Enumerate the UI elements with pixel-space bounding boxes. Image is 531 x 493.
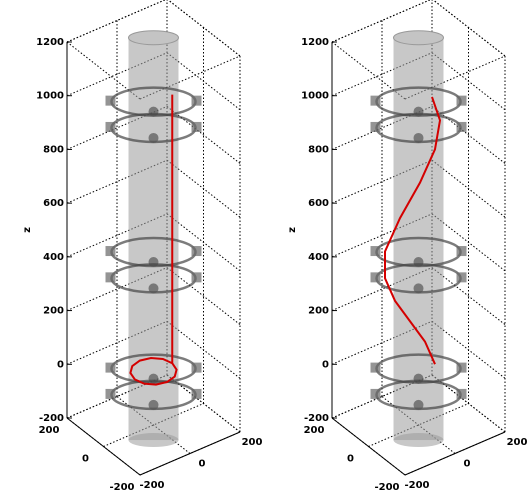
z-tick-label: 1200 <box>36 37 64 48</box>
robot-clamp <box>106 122 116 132</box>
robot-clamp <box>192 363 202 373</box>
y-tick-label: 0 <box>347 454 354 465</box>
x-tick-label: -200 <box>404 480 429 491</box>
robot-clamp <box>457 363 467 373</box>
z-tick-label: -200 <box>304 413 329 424</box>
cylinder-base <box>394 433 444 447</box>
robot-clamp <box>371 96 381 106</box>
robot-clamp <box>371 122 381 132</box>
robot-joint <box>414 283 424 293</box>
x-tick-label: 200 <box>242 437 263 448</box>
robot-clamp <box>457 246 467 256</box>
y-tick-label: 200 <box>39 425 60 436</box>
figure: -200020040060080010001200-2000200-200020… <box>0 0 531 493</box>
robot-clamp <box>457 96 467 106</box>
robot-clamp <box>457 389 467 399</box>
robot-clamp <box>192 246 202 256</box>
robot-clamp <box>106 246 116 256</box>
cylinder-cap <box>129 31 179 45</box>
z-tick-label: 600 <box>308 198 329 209</box>
robot-clamp <box>371 363 381 373</box>
z-tick-label: 800 <box>308 144 329 155</box>
robot-clamp <box>457 272 467 282</box>
robot-clamp <box>106 96 116 106</box>
robot-clamp <box>192 389 202 399</box>
robot-clamp <box>106 272 116 282</box>
robot-clamp <box>106 389 116 399</box>
z-tick-label: 200 <box>43 306 64 317</box>
robot-clamp <box>192 96 202 106</box>
robot-joint <box>414 133 424 143</box>
z-tick-label: 400 <box>43 252 64 263</box>
robot-clamp <box>192 272 202 282</box>
z-tick-label: 1200 <box>301 37 329 48</box>
z-tick-label: 200 <box>308 306 329 317</box>
robot-clamp <box>371 389 381 399</box>
z-axis-label: z <box>287 227 298 233</box>
robot-joint <box>149 283 159 293</box>
robot-clamp <box>371 272 381 282</box>
z-tick-label: 400 <box>308 252 329 263</box>
y-tick-label: 200 <box>304 425 325 436</box>
robot-joint <box>414 400 424 410</box>
z-tick-label: 800 <box>43 144 64 155</box>
robot-clamp <box>457 122 467 132</box>
z-tick-label: -200 <box>39 413 64 424</box>
z-tick-label: 0 <box>57 359 64 370</box>
x-tick-label: 0 <box>464 459 471 470</box>
y-tick-label: 0 <box>82 454 89 465</box>
y-tick-label: -200 <box>374 482 399 493</box>
cylinder-cap <box>394 31 444 45</box>
robot-clamp <box>106 363 116 373</box>
robot-joint <box>149 400 159 410</box>
z-tick-label: 600 <box>43 198 64 209</box>
x-tick-label: 200 <box>507 437 528 448</box>
z-tick-label: 1000 <box>301 91 329 102</box>
x-tick-label: -200 <box>139 480 164 491</box>
y-tick-label: -200 <box>109 482 134 493</box>
robot-joint <box>149 133 159 143</box>
x-tick-label: 0 <box>199 459 206 470</box>
z-tick-label: 1000 <box>36 91 64 102</box>
z-axis-label: z <box>22 227 33 233</box>
robot-clamp <box>371 246 381 256</box>
z-tick-label: 0 <box>322 359 329 370</box>
cylinder-base <box>129 433 179 447</box>
robot-clamp <box>192 122 202 132</box>
